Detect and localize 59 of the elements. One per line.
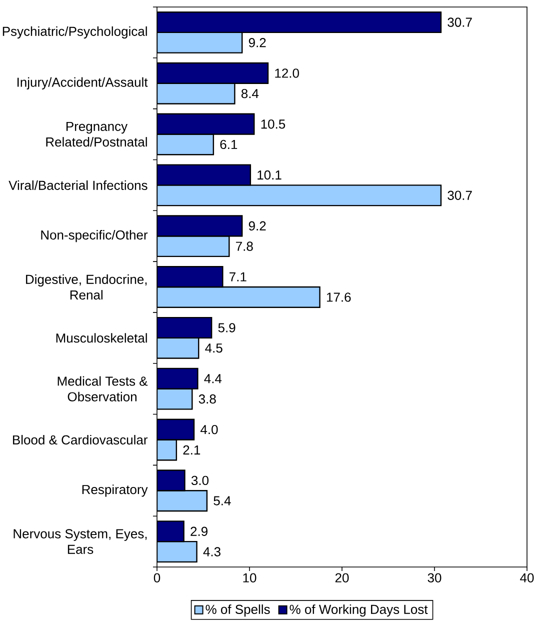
- data-label: 30.7: [448, 190, 472, 200]
- data-label: 3.0: [191, 476, 209, 486]
- data-label: 5.9: [218, 323, 236, 332]
- legend-label: % of Working Days Lost: [290, 604, 428, 617]
- legend-label: % of Spells: [206, 604, 270, 617]
- data-label: 9.2: [248, 38, 266, 48]
- data-label: 6.1: [220, 140, 238, 150]
- y-tick-label: Blood & Cardiovascular: [13, 434, 148, 445]
- data-label: 30.7: [448, 18, 472, 27]
- data-label: 8.4: [241, 88, 259, 98]
- bar: [157, 316, 212, 339]
- data-label: 12.0: [275, 68, 299, 78]
- y-tick-label: Psychiatric/Psychological: [2, 26, 147, 39]
- data-label: 4.0: [200, 424, 218, 434]
- data-label: 10.1: [258, 170, 282, 180]
- bar: [157, 184, 442, 206]
- bar: [157, 490, 208, 512]
- data-label: 4.3: [203, 547, 220, 556]
- y-tick-label: Non-specific/Other: [41, 230, 148, 242]
- data-label: 17.6: [326, 292, 351, 302]
- data-label: 5.4: [214, 496, 231, 506]
- data-label: 4.5: [205, 344, 222, 353]
- bar: [157, 134, 214, 156]
- data-label: 4.4: [204, 374, 222, 384]
- bar: [157, 62, 269, 84]
- data-label: 3.8: [198, 394, 216, 404]
- x-tick-label: 0: [154, 573, 160, 582]
- bar: [157, 11, 442, 34]
- x-tick-label: 20: [335, 573, 349, 582]
- bar: [157, 337, 200, 359]
- bar: [157, 266, 224, 288]
- data-label: 2.1: [183, 445, 200, 454]
- x-tick-label: 30: [428, 573, 442, 582]
- bar: [157, 32, 243, 54]
- bar: [157, 368, 198, 390]
- data-label: 7.1: [230, 272, 246, 282]
- data-label: 9.2: [248, 221, 266, 231]
- bar: [157, 215, 243, 237]
- y-tick-label: Nervous System, Eyes, Ears: [14, 529, 147, 554]
- bar: [157, 235, 230, 258]
- data-label: 2.9: [190, 526, 208, 536]
- y-tick-label: Respiratory: [82, 484, 148, 497]
- y-tick-label: Pregnancy Related/Postnatal: [46, 122, 147, 147]
- data-label: 7.8: [236, 242, 253, 251]
- bar: [157, 540, 198, 563]
- bar: [157, 286, 320, 308]
- y-tick-label: Medical Tests & Observation: [58, 376, 148, 402]
- y-tick-label: Injury/Accident/Assault: [18, 77, 148, 90]
- y-tick-label: Musculoskeletal: [56, 333, 147, 343]
- y-tick-label: Digestive, Endocrine, Renal: [26, 274, 147, 300]
- bar: [157, 82, 236, 104]
- x-tick-label: 40: [520, 573, 534, 582]
- bar: [157, 113, 255, 135]
- bar: [157, 388, 193, 410]
- y-tick-label: Viral/Bacterial Infections: [8, 180, 148, 190]
- bar: [157, 164, 252, 186]
- bar: [157, 418, 195, 440]
- x-tick-label: 10: [243, 573, 256, 582]
- data-label: 10.5: [261, 119, 286, 129]
